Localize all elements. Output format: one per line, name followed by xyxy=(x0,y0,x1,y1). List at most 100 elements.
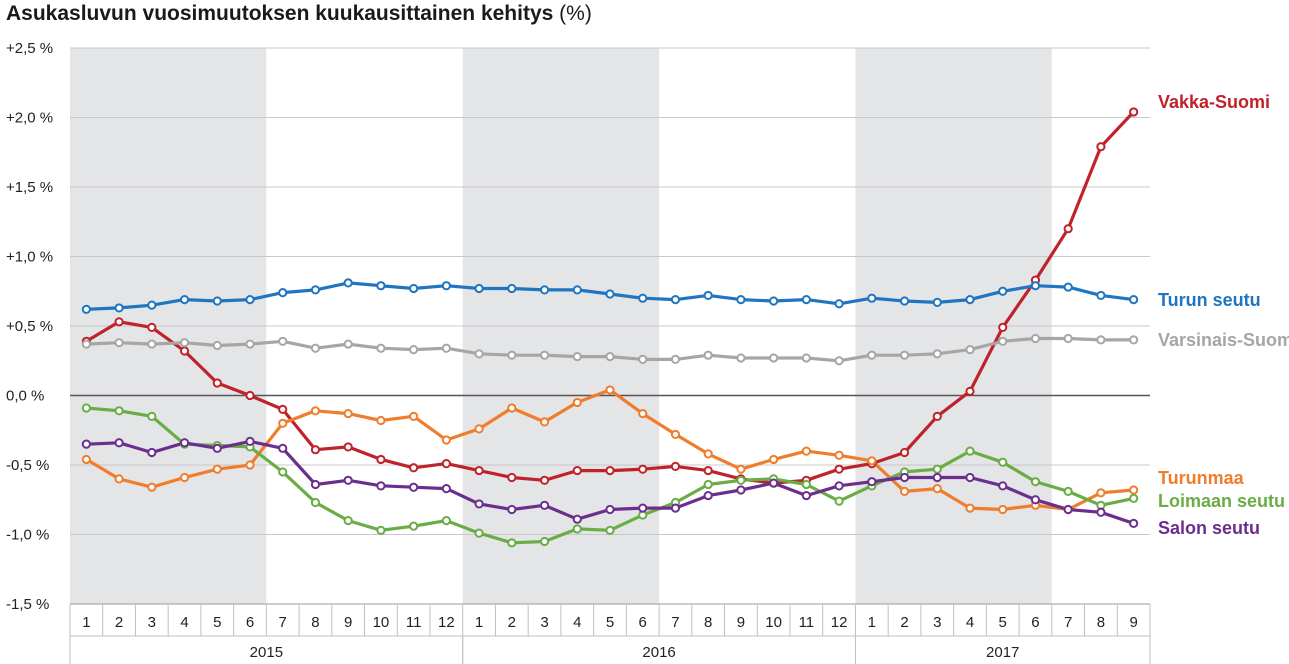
month-label: 3 xyxy=(933,614,941,631)
data-point-turun-seutu xyxy=(998,286,1008,296)
month-label: 7 xyxy=(279,614,287,631)
data-point-salon-seutu xyxy=(670,503,681,513)
data-point-turunmaa xyxy=(539,417,550,427)
data-point-turun-seutu xyxy=(1096,290,1106,301)
data-point-varsinais-suomi xyxy=(932,349,942,359)
data-point-salon-seutu xyxy=(1129,518,1139,528)
data-point-loimaan-seutu xyxy=(932,464,942,474)
data-point-turunmaa xyxy=(81,454,91,465)
data-point-turun-seutu xyxy=(1030,281,1041,291)
data-point-turun-seutu xyxy=(736,294,746,305)
data-point-varsinais-suomi xyxy=(834,356,844,366)
month-label: 5 xyxy=(999,614,1007,631)
month-label: 11 xyxy=(799,614,815,631)
data-point-turunmaa xyxy=(507,403,517,413)
month-label: 11 xyxy=(406,614,422,631)
data-point-turun-seutu xyxy=(965,294,975,305)
y-tick-label: +1,5 % xyxy=(6,179,53,196)
data-point-turunmaa xyxy=(769,454,779,465)
data-point-loimaan-seutu xyxy=(1063,486,1073,497)
data-point-salon-seutu xyxy=(1030,495,1041,505)
y-tick-label: +2,0 % xyxy=(6,110,53,127)
y-tick-label: -1,5 % xyxy=(6,596,49,613)
month-label: 4 xyxy=(180,614,188,631)
data-point-turunmaa xyxy=(834,450,844,460)
data-point-turunmaa xyxy=(474,424,484,434)
data-point-vakka-suomi xyxy=(932,411,942,421)
data-point-turunmaa xyxy=(376,415,386,426)
data-point-loimaan-seutu xyxy=(998,457,1008,467)
year-label-2015: 2015 xyxy=(250,644,283,661)
data-point-salon-seutu xyxy=(507,504,517,515)
data-point-salon-seutu xyxy=(474,499,484,509)
month-label: 3 xyxy=(540,614,548,631)
data-point-vakka-suomi xyxy=(539,475,550,485)
data-point-varsinais-suomi xyxy=(736,353,746,363)
month-label: 7 xyxy=(1064,614,1072,631)
data-point-turunmaa xyxy=(703,449,713,459)
month-label: 6 xyxy=(246,614,254,631)
data-point-salon-seutu xyxy=(867,477,877,487)
month-label: 9 xyxy=(1129,614,1137,631)
data-point-salon-seutu xyxy=(212,443,222,453)
data-point-vakka-suomi xyxy=(376,454,386,465)
data-point-vakka-suomi xyxy=(310,445,321,455)
data-point-turun-seutu xyxy=(932,297,942,307)
data-point-loimaan-seutu xyxy=(441,516,451,526)
data-point-vakka-suomi xyxy=(114,317,124,327)
data-point-turun-seutu xyxy=(441,281,451,291)
data-point-varsinais-suomi xyxy=(539,350,550,360)
data-point-turun-seutu xyxy=(899,296,910,306)
month-label: 12 xyxy=(438,614,455,631)
data-point-salon-seutu xyxy=(278,443,288,453)
data-point-turunmaa xyxy=(114,474,124,484)
data-point-loimaan-seutu xyxy=(409,521,419,531)
data-point-turun-seutu xyxy=(81,304,91,314)
data-point-turunmaa xyxy=(1129,485,1139,495)
data-point-salon-seutu xyxy=(81,439,91,449)
data-point-salon-seutu xyxy=(572,514,582,524)
data-point-vakka-suomi xyxy=(703,465,713,476)
month-label: 1 xyxy=(868,614,876,631)
data-point-salon-seutu xyxy=(834,481,844,491)
series-label-loimaan-seutu: Loimaan seutu xyxy=(1158,491,1285,511)
month-label: 5 xyxy=(606,614,614,631)
data-point-loimaan-seutu xyxy=(965,446,975,456)
data-point-turun-seutu xyxy=(343,278,353,288)
data-point-loimaan-seutu xyxy=(703,479,713,490)
data-point-varsinais-suomi xyxy=(507,350,517,360)
data-point-varsinais-suomi xyxy=(998,336,1008,346)
y-tick-label: -0,5 % xyxy=(6,457,49,474)
data-point-loimaan-seutu xyxy=(1129,493,1139,503)
data-point-vakka-suomi xyxy=(245,390,255,401)
data-point-turun-seutu xyxy=(769,296,779,306)
data-point-turunmaa xyxy=(572,397,582,408)
data-point-vakka-suomi xyxy=(998,322,1008,332)
month-label: 8 xyxy=(311,614,319,631)
month-label: 6 xyxy=(1031,614,1039,631)
data-point-vakka-suomi xyxy=(212,378,222,388)
data-point-varsinais-suomi xyxy=(245,339,255,349)
y-tick-label: +2,5 % xyxy=(6,40,53,57)
y-tick-label: +1,0 % xyxy=(6,249,53,266)
data-point-turun-seutu xyxy=(474,283,484,294)
data-point-vakka-suomi xyxy=(834,464,844,474)
month-label: 10 xyxy=(373,614,390,631)
data-point-loimaan-seutu xyxy=(147,411,157,421)
data-point-salon-seutu xyxy=(310,479,321,490)
month-label: 4 xyxy=(966,614,974,631)
data-point-salon-seutu xyxy=(932,472,942,483)
data-point-vakka-suomi xyxy=(278,404,288,414)
data-point-turunmaa xyxy=(147,482,157,492)
data-point-varsinais-suomi xyxy=(899,350,910,360)
series-label-turunmaa: Turunmaa xyxy=(1158,468,1245,488)
data-point-turunmaa xyxy=(965,503,975,513)
data-point-varsinais-suomi xyxy=(212,340,222,351)
data-point-turunmaa xyxy=(409,411,419,421)
data-point-turun-seutu xyxy=(147,300,157,310)
data-point-turun-seutu xyxy=(245,294,255,305)
series-label-salon-seutu: Salon seutu xyxy=(1158,518,1260,538)
data-point-varsinais-suomi xyxy=(278,336,288,346)
data-point-turun-seutu xyxy=(539,285,550,295)
data-point-turun-seutu xyxy=(1063,282,1073,292)
